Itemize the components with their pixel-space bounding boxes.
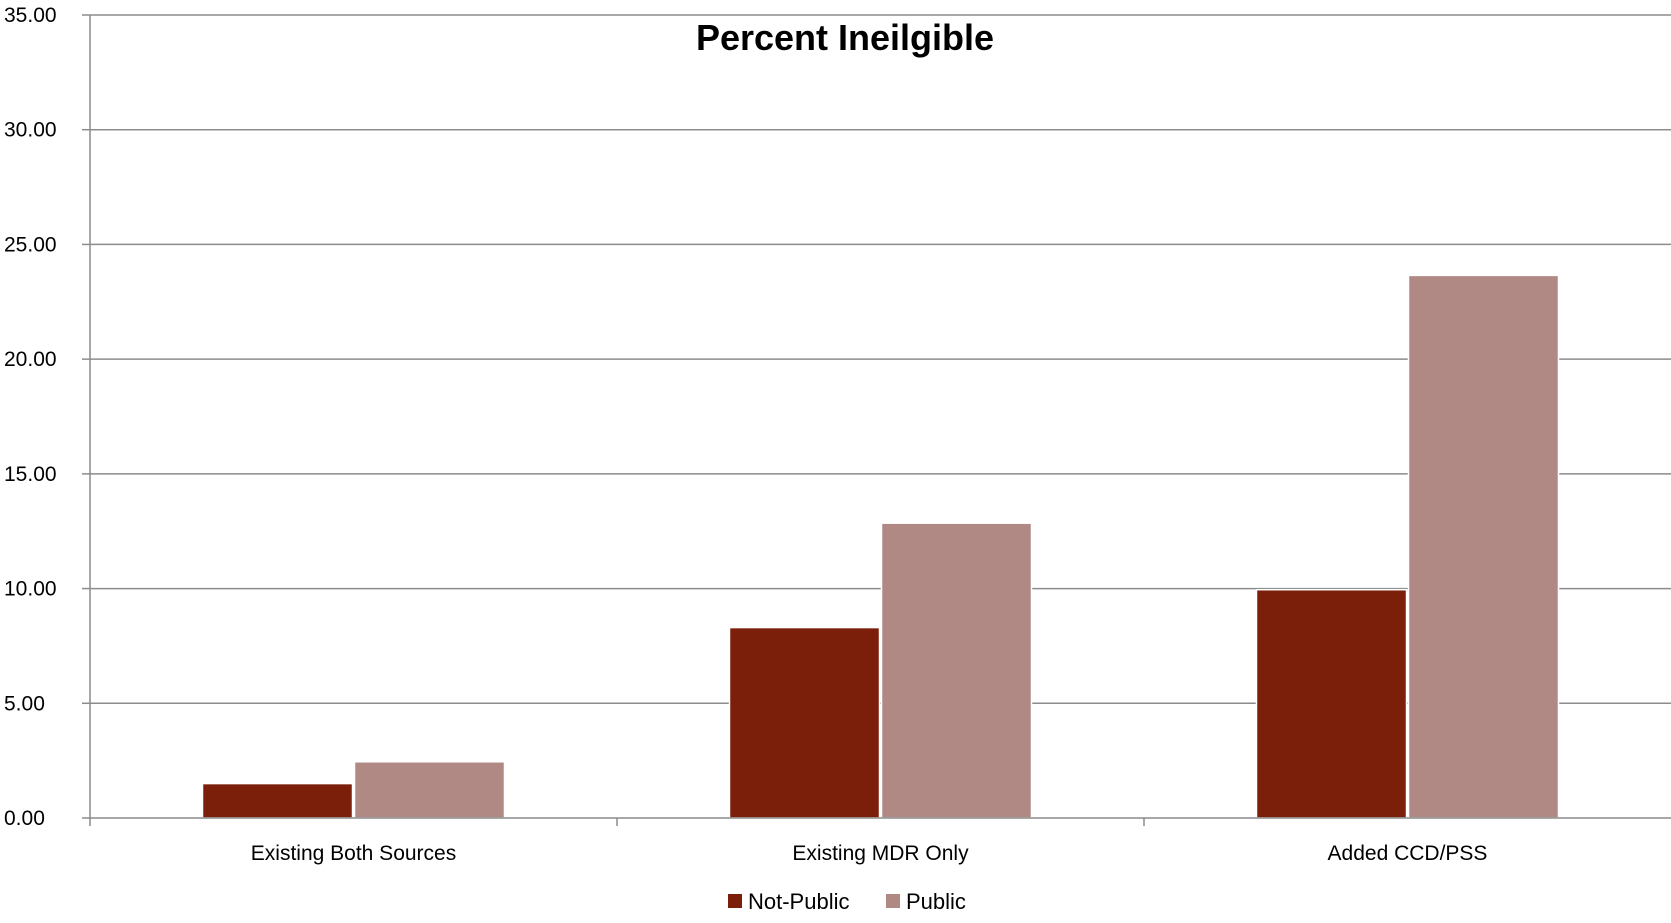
gridlines <box>82 14 1671 819</box>
bar-public-2 <box>880 522 1033 819</box>
bars <box>201 274 1560 819</box>
y-axis-tick-labels: 0.00 5.00 10.00 15.00 20.00 25.00 30.00 35.00 <box>4 4 57 830</box>
legend-label: Not-Public <box>748 889 849 914</box>
bar-not-public-2 <box>728 626 881 819</box>
bar-not-public-3 <box>1255 588 1408 819</box>
y-tick-label: 15.00 <box>4 463 57 486</box>
y-tick-label: 25.00 <box>4 233 57 256</box>
legend-swatch-not-public <box>728 894 742 908</box>
y-tick-label: 10.00 <box>4 578 57 601</box>
y-tick-label: 0.00 <box>4 807 45 830</box>
x-axis-category-labels: Existing Both Sources Existing MDR Only Ad… <box>251 842 1488 865</box>
y-tick-label: 5.00 <box>4 692 45 715</box>
bar-public-1 <box>353 761 506 819</box>
y-tick-label: 30.00 <box>4 119 57 142</box>
x-category-label: Existing Both Sources <box>251 842 456 865</box>
y-tick-label: 35.00 <box>4 4 57 27</box>
bar-not-public-1 <box>201 782 354 819</box>
y-tick-label: 20.00 <box>4 348 57 371</box>
axes <box>89 15 1671 826</box>
legend-swatch-public <box>886 894 900 908</box>
x-category-label: Existing MDR Only <box>792 842 969 865</box>
legend-label: Public <box>906 889 966 914</box>
x-category-label: Added CCD/PSS <box>1328 842 1488 865</box>
chart-title: Percent Ineilgible <box>696 17 994 58</box>
bar-public-3 <box>1407 274 1560 819</box>
legend: Not-Public Public <box>728 889 966 914</box>
